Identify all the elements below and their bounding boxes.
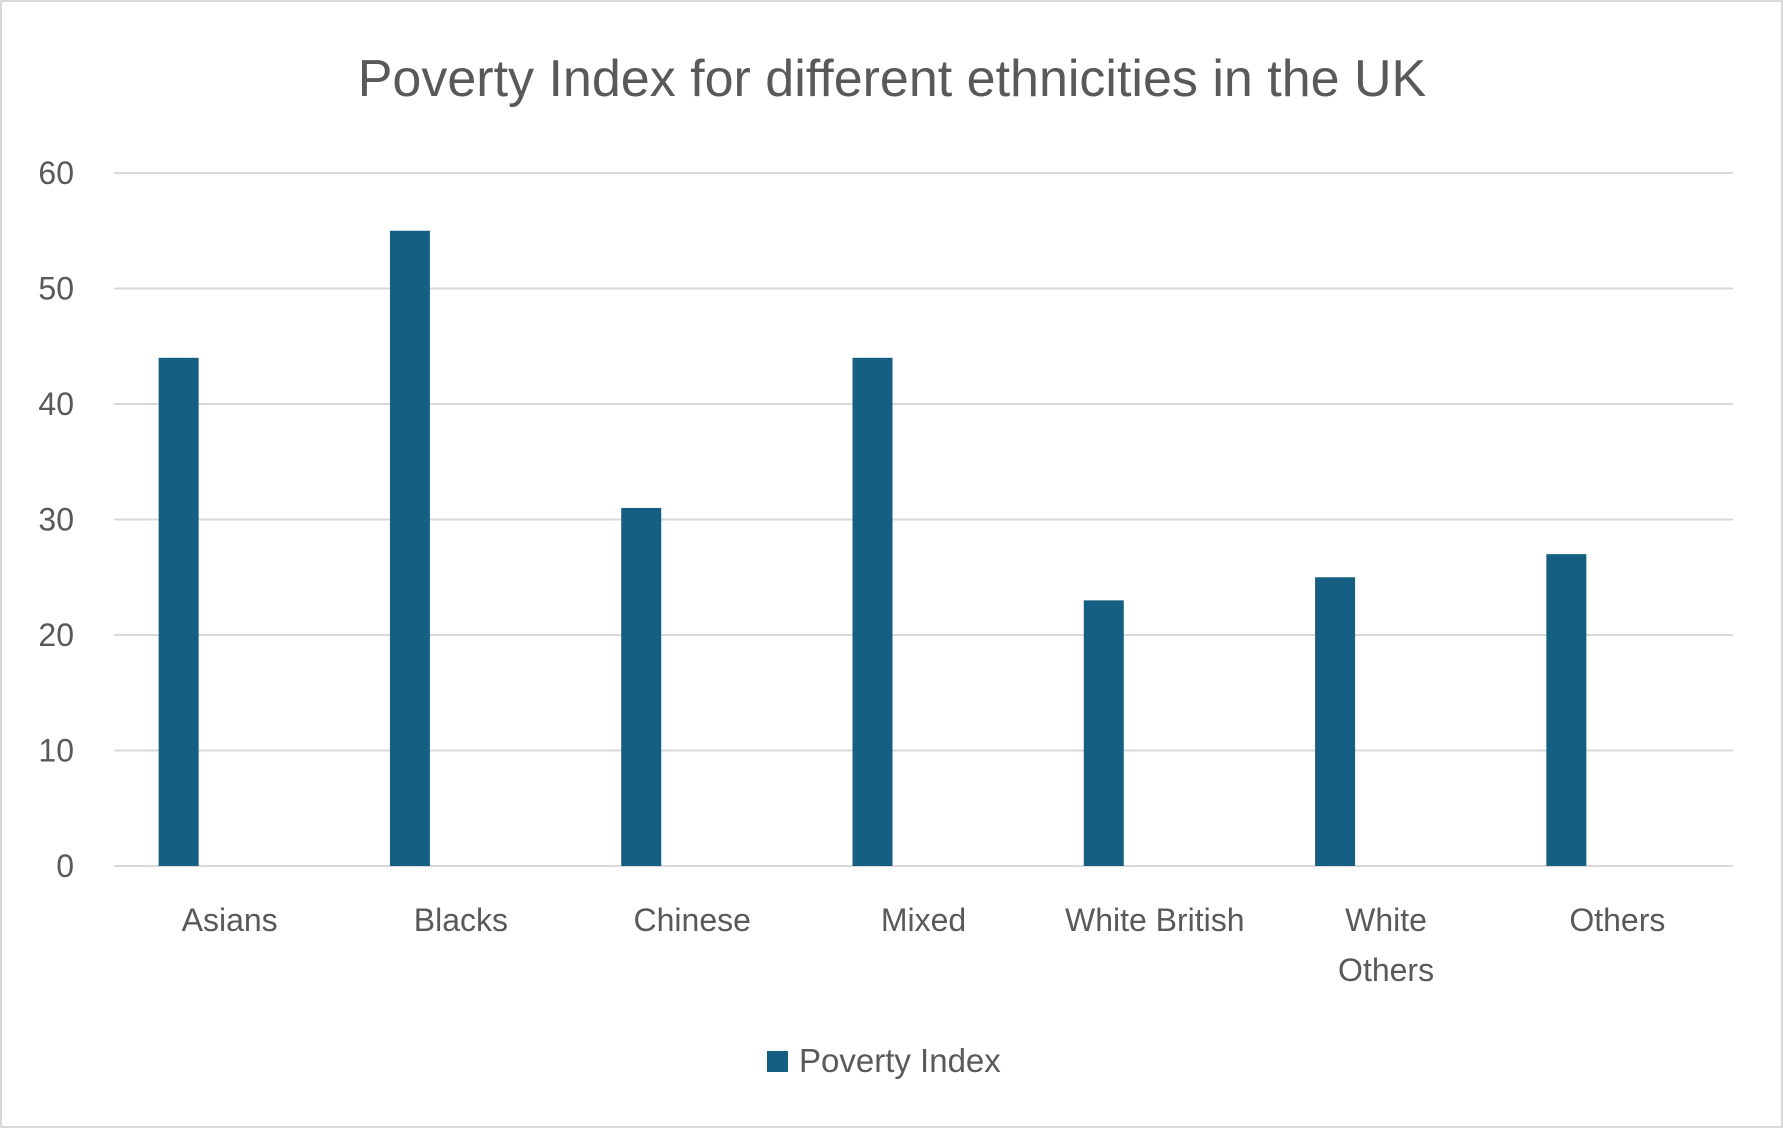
y-tick-label: 40 [38, 386, 74, 422]
bar-asians [158, 357, 199, 866]
bar-chinese [621, 507, 662, 866]
y-tick-label: 30 [38, 502, 74, 538]
y-tick-label: 60 [38, 155, 74, 191]
x-tick-label: Mixed [881, 902, 966, 938]
bar-mixed [852, 357, 893, 866]
x-tick-label: Chinese [634, 902, 751, 938]
x-tick-label: Blacks [414, 902, 508, 938]
y-tick-label: 20 [38, 617, 74, 653]
legend: Poverty Index [767, 1042, 1001, 1079]
y-tick-label: 10 [38, 733, 74, 769]
legend-label: Poverty Index [799, 1042, 1001, 1079]
bar-white-others [1315, 577, 1356, 866]
y-tick-label: 50 [38, 271, 74, 307]
bar-others [1546, 554, 1587, 866]
chart-title: Poverty Index for different ethnicities … [358, 50, 1427, 108]
x-tick-label: White British [1065, 902, 1245, 938]
y-tick-label: 0 [56, 848, 74, 884]
bar-white-british [1083, 600, 1124, 866]
legend-swatch [767, 1051, 788, 1072]
x-tick-label: White Others [1338, 902, 1434, 988]
x-tick-label: Asians [182, 902, 278, 938]
x-tick-label: Others [1569, 902, 1665, 938]
bar-blacks [389, 230, 430, 866]
